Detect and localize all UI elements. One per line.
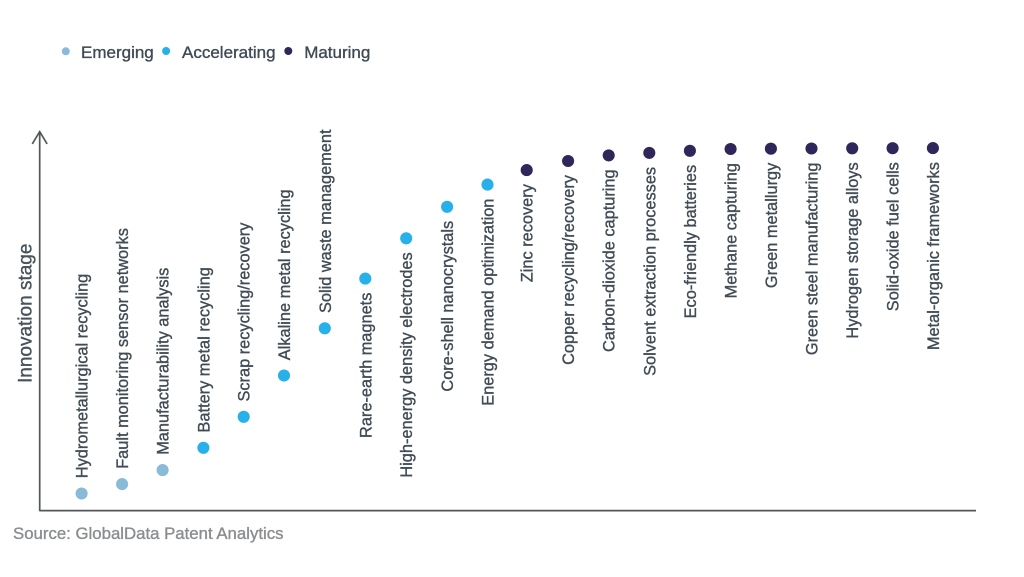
svg-text:Core-shell nanocrystals: Core-shell nanocrystals <box>439 221 457 392</box>
svg-text:Metal-organic frameworks: Metal-organic frameworks <box>925 162 943 350</box>
svg-text:Methane capturing: Methane capturing <box>723 163 741 298</box>
svg-text:Rare-earth magnets: Rare-earth magnets <box>357 293 375 438</box>
svg-text:Scrap recycling/recovery: Scrap recycling/recovery <box>236 222 254 402</box>
svg-text:Accelerating: Accelerating <box>182 43 276 62</box>
svg-text:Innovation stage: Innovation stage <box>16 244 37 383</box>
svg-text:Solid waste management: Solid waste management <box>317 129 335 313</box>
svg-text:Manufacturability analysis: Manufacturability analysis <box>155 268 173 455</box>
svg-text:Solid-oxide fuel cells: Solid-oxide fuel cells <box>885 162 903 311</box>
svg-text:Copper recycling/recovery: Copper recycling/recovery <box>560 174 578 365</box>
svg-text:Alkaline metal recycling: Alkaline metal recycling <box>276 189 294 360</box>
svg-text:Solvent extraction processes: Solvent extraction processes <box>641 167 659 376</box>
svg-text:Source: GlobalData Patent Anal: Source: GlobalData Patent Analytics <box>13 524 284 543</box>
svg-text:Zinc recovery: Zinc recovery <box>519 183 537 282</box>
svg-text:Emerging: Emerging <box>81 43 154 62</box>
svg-text:Hydrogen storage alloys: Hydrogen storage alloys <box>844 162 862 338</box>
svg-text:Maturing: Maturing <box>304 43 370 62</box>
svg-text:Green metallurgy: Green metallurgy <box>763 162 781 288</box>
svg-text:Eco-friendly batteries: Eco-friendly batteries <box>682 165 700 319</box>
svg-text:High-energy density electrodes: High-energy density electrodes <box>398 252 416 477</box>
svg-text:Energy demand optimization: Energy demand optimization <box>480 199 498 406</box>
svg-text:Hydrometallurgical recycling: Hydrometallurgical recycling <box>74 274 92 478</box>
svg-text:Green steel manufacturing: Green steel manufacturing <box>804 163 822 356</box>
svg-text:Fault monitoring sensor networ: Fault monitoring sensor networks <box>114 228 132 469</box>
svg-text:Carbon-dioxide capturing: Carbon-dioxide capturing <box>601 169 619 352</box>
svg-text:Battery metal recycling: Battery metal recycling <box>195 267 213 432</box>
